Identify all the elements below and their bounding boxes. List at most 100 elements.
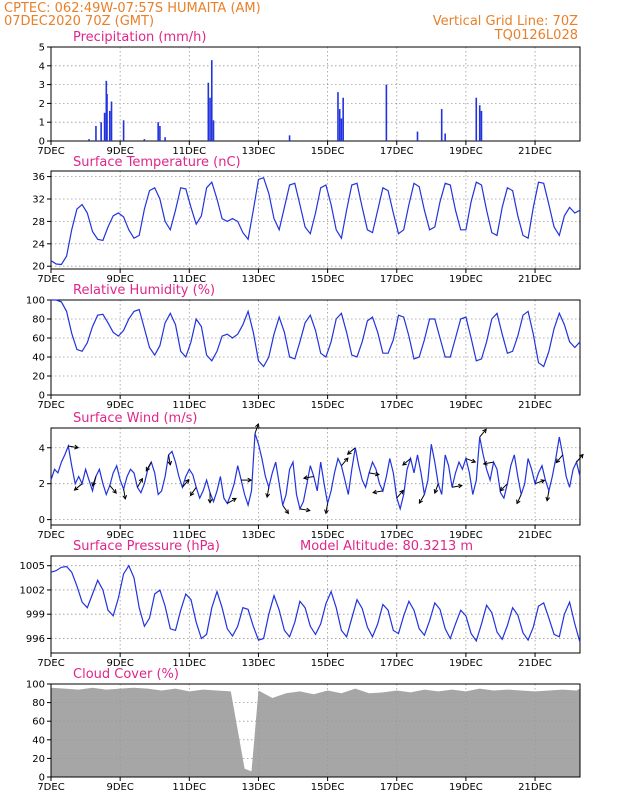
series-line-temp — [50, 176, 581, 266]
xtick-label-temp: 11DEC — [172, 274, 206, 285]
xtick-label-temp: 15DEC — [311, 274, 345, 285]
panel-frame-cloud — [50, 683, 581, 778]
xtick-label-rh: 13DEC — [242, 400, 276, 411]
precip-bar — [207, 82, 210, 141]
wind-arrow-head — [167, 460, 173, 466]
wind-arrow-shaft — [282, 504, 289, 514]
ytick-label-pressure: 996 — [26, 634, 45, 645]
wind-arrow-head — [231, 497, 237, 503]
precip-bar — [444, 133, 446, 141]
precip-bar — [108, 110, 111, 141]
wind-arrow-shaft — [190, 486, 197, 496]
panel-title-cloud: Cloud Cover (%) — [73, 667, 179, 682]
panel-temp: Surface Temperature (nC) 20 24 28 32 36 7DEC 9D… — [32, 155, 581, 285]
wind-arrow-head — [399, 489, 404, 495]
wind-arrow-shaft — [109, 485, 117, 494]
wind-arrow-shaft — [341, 457, 349, 467]
precip-bar — [440, 109, 443, 141]
xtick-label-rh: 21DEC — [518, 400, 552, 411]
panel-frame-pressure — [50, 555, 581, 654]
wind-arrow-head — [343, 457, 349, 463]
wind-arrow-shaft — [576, 454, 584, 463]
ytick-label-precip: 5 — [39, 43, 45, 54]
xtick-label-temp: 13DEC — [242, 274, 276, 285]
ytick-label-temp: 28 — [32, 217, 45, 228]
ytick-label-cloud: 40 — [32, 735, 45, 746]
xtick-label-cloud: 7DEC — [37, 782, 64, 793]
wind-arrow-shaft — [479, 428, 487, 438]
xtick-label-wind: 21DEC — [518, 530, 552, 541]
wind-arrow-head — [471, 458, 477, 464]
wind-arrow-shaft — [465, 458, 476, 463]
xtick-label-pressure: 7DEC — [37, 658, 64, 669]
precip-bar — [122, 120, 125, 141]
header-date: 07DEC2020 70Z (GMT) — [4, 14, 154, 29]
precip-bar — [209, 97, 211, 141]
wind-arrow-shaft — [266, 487, 270, 498]
xtick-label-pressure: 13DEC — [242, 658, 276, 669]
precip-bar — [157, 122, 159, 141]
precip-bar — [342, 97, 344, 141]
xtick-label-wind: 17DEC — [380, 530, 414, 541]
xtick-label-rh: 19DEC — [449, 400, 483, 411]
wind-arrow-shaft — [483, 461, 494, 465]
panel-title-rh: Relative Humidity (%) — [73, 283, 215, 298]
wind-arrow-shaft — [303, 476, 314, 479]
wind-arrow-head — [346, 450, 352, 455]
xtick-label-wind: 19DEC — [449, 530, 483, 541]
ytick-label-cloud: 100 — [26, 680, 45, 691]
wind-arrow-shaft — [418, 494, 425, 504]
wind-arrow-shaft — [546, 490, 550, 501]
wind-arrow-head — [91, 481, 96, 487]
ytick-label-cloud: 80 — [32, 698, 45, 709]
xtick-label-cloud: 19DEC — [449, 782, 483, 793]
precip-bar — [164, 137, 166, 141]
wind-arrow-head — [374, 471, 380, 477]
xtick-label-pressure: 21DEC — [518, 658, 552, 669]
precip-bar — [95, 125, 97, 141]
ytick-label-temp: 20 — [32, 262, 45, 273]
xtick-label-pressure: 19DEC — [449, 658, 483, 669]
precip-bar — [337, 92, 339, 141]
panel-title-wind: Surface Wind (m/s) — [73, 411, 197, 426]
ytick-label-wind: 2 — [39, 479, 45, 490]
xtick-label-precip: 7DEC — [37, 146, 64, 157]
wind-arrow-head — [482, 461, 488, 466]
panel-wind: Surface Wind (m/s) 0 2 4 7DEC 9DEC 11DEC 13DEC 1… — [37, 411, 584, 541]
xtick-label-pressure: 9DEC — [106, 658, 133, 669]
ytick-label-precip: 3 — [39, 80, 45, 91]
header-grid-note: Vertical Grid Line: 70Z — [433, 14, 578, 29]
precip-bar — [475, 97, 478, 141]
precip-bar — [88, 139, 90, 141]
wind-arrow-head — [207, 498, 213, 504]
xtick-label-wind: 13DEC — [242, 530, 276, 541]
ytick-label-precip: 2 — [39, 99, 45, 110]
wind-arrow-head — [555, 458, 561, 464]
panel-title-pressure: Surface Pressure (hPa) — [73, 539, 220, 554]
wind-arrow-shaft — [369, 472, 380, 476]
xtick-label-temp: 7DEC — [37, 274, 64, 285]
ytick-label-wind: 0 — [39, 515, 45, 526]
wind-arrow-shaft — [168, 454, 171, 465]
wind-arrow-shaft — [534, 479, 545, 485]
precip-bar — [416, 131, 419, 141]
wind-arrow-head — [122, 494, 128, 500]
ytick-label-rh: 80 — [32, 315, 45, 326]
wind-arrow-head — [540, 479, 546, 484]
ytick-label-rh: 60 — [32, 334, 45, 345]
xtick-label-rh: 17DEC — [380, 400, 414, 411]
panel-subtitle-pressure: Model Altitude: 80.3213 m — [300, 539, 473, 554]
wind-arrow-shaft — [372, 490, 384, 494]
wind-arrow-head — [372, 489, 378, 495]
wind-arrow-head — [305, 507, 311, 513]
wind-arrow-shaft — [145, 461, 152, 472]
wind-arrow-shaft — [227, 498, 237, 504]
ytick-label-temp: 32 — [32, 195, 45, 206]
xtick-label-wind: 11DEC — [172, 530, 206, 541]
wind-arrow-shaft — [516, 494, 522, 504]
header-station: CPTEC: 062:49W-07:57S HUMAITA (AM) — [4, 1, 261, 16]
xtick-label-rh: 7DEC — [37, 400, 64, 411]
panel-frame-temp — [50, 170, 581, 270]
wind-arrow-head — [433, 489, 439, 495]
